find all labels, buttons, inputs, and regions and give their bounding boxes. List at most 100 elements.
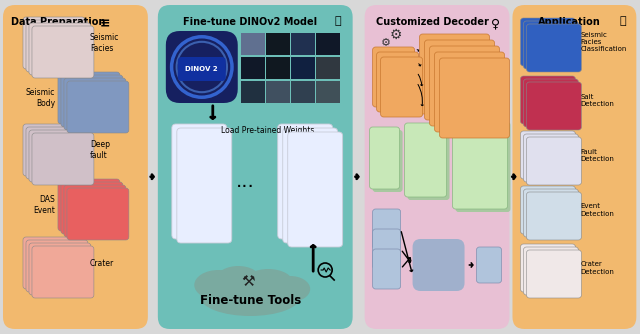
FancyBboxPatch shape xyxy=(527,192,581,240)
FancyBboxPatch shape xyxy=(527,82,581,130)
FancyBboxPatch shape xyxy=(524,189,579,237)
FancyBboxPatch shape xyxy=(440,58,509,138)
FancyBboxPatch shape xyxy=(527,24,581,72)
FancyBboxPatch shape xyxy=(370,127,399,189)
FancyBboxPatch shape xyxy=(408,126,449,200)
FancyBboxPatch shape xyxy=(372,130,403,192)
Text: Fine-tune DINOv2 Model: Fine-tune DINOv2 Model xyxy=(183,17,317,27)
Ellipse shape xyxy=(200,278,300,316)
Text: ...: ... xyxy=(236,172,254,191)
Text: Crater
Detection: Crater Detection xyxy=(580,262,614,275)
Bar xyxy=(316,81,340,103)
FancyBboxPatch shape xyxy=(520,186,575,234)
FancyBboxPatch shape xyxy=(435,52,504,132)
Text: 🌐: 🌐 xyxy=(619,16,626,26)
Text: Seismic
Body: Seismic Body xyxy=(26,88,55,108)
Ellipse shape xyxy=(243,269,293,297)
FancyBboxPatch shape xyxy=(64,185,126,237)
FancyBboxPatch shape xyxy=(32,246,94,298)
FancyBboxPatch shape xyxy=(372,47,415,107)
FancyBboxPatch shape xyxy=(524,247,579,295)
Bar xyxy=(291,57,315,79)
FancyBboxPatch shape xyxy=(278,124,333,239)
FancyBboxPatch shape xyxy=(26,240,88,292)
FancyBboxPatch shape xyxy=(520,18,575,66)
FancyBboxPatch shape xyxy=(527,137,581,185)
Bar xyxy=(266,33,290,55)
Text: ≡: ≡ xyxy=(100,17,110,30)
FancyBboxPatch shape xyxy=(158,5,353,329)
FancyBboxPatch shape xyxy=(64,78,126,130)
Text: Data Preparation: Data Preparation xyxy=(11,17,106,27)
Text: Fine-tune Tools: Fine-tune Tools xyxy=(200,295,301,308)
FancyBboxPatch shape xyxy=(524,79,579,127)
FancyBboxPatch shape xyxy=(513,5,636,329)
FancyBboxPatch shape xyxy=(58,179,120,231)
Bar xyxy=(291,81,315,103)
FancyBboxPatch shape xyxy=(172,124,227,239)
FancyBboxPatch shape xyxy=(381,57,422,117)
FancyBboxPatch shape xyxy=(29,130,91,182)
Text: ♀: ♀ xyxy=(491,17,500,30)
Text: Seismic
Facies: Seismic Facies xyxy=(90,33,119,53)
FancyBboxPatch shape xyxy=(413,239,465,291)
FancyBboxPatch shape xyxy=(524,134,579,182)
Ellipse shape xyxy=(270,276,310,302)
FancyBboxPatch shape xyxy=(477,247,502,283)
FancyBboxPatch shape xyxy=(26,20,88,72)
FancyBboxPatch shape xyxy=(372,249,401,289)
FancyBboxPatch shape xyxy=(23,124,85,176)
Text: Fault
Detection: Fault Detection xyxy=(580,149,614,162)
Text: Salt
Detection: Salt Detection xyxy=(580,94,614,107)
Text: DINOV 2: DINOV 2 xyxy=(186,66,218,72)
FancyBboxPatch shape xyxy=(178,57,226,81)
FancyBboxPatch shape xyxy=(404,123,447,197)
Text: Seismic
Facies
Classification: Seismic Facies Classification xyxy=(580,32,627,52)
FancyBboxPatch shape xyxy=(524,21,579,69)
Text: Load Pre-tained Weights: Load Pre-tained Weights xyxy=(221,126,314,135)
Bar xyxy=(241,57,265,79)
FancyBboxPatch shape xyxy=(365,5,509,329)
Text: ⚒: ⚒ xyxy=(241,274,255,289)
FancyBboxPatch shape xyxy=(32,133,94,185)
Text: Deep
fault: Deep fault xyxy=(90,140,110,160)
FancyBboxPatch shape xyxy=(520,131,575,179)
Text: 🧠: 🧠 xyxy=(334,16,341,26)
FancyBboxPatch shape xyxy=(23,17,85,69)
FancyBboxPatch shape xyxy=(23,237,85,289)
Bar xyxy=(241,33,265,55)
Bar xyxy=(316,33,340,55)
FancyBboxPatch shape xyxy=(288,132,342,247)
Text: Application: Application xyxy=(538,17,601,27)
FancyBboxPatch shape xyxy=(424,40,495,120)
FancyBboxPatch shape xyxy=(166,31,237,103)
FancyBboxPatch shape xyxy=(67,188,129,240)
FancyBboxPatch shape xyxy=(372,229,401,269)
FancyBboxPatch shape xyxy=(520,244,575,292)
FancyBboxPatch shape xyxy=(29,243,91,295)
Text: Customized Decoder: Customized Decoder xyxy=(376,17,488,27)
FancyBboxPatch shape xyxy=(3,5,148,329)
Bar xyxy=(316,57,340,79)
Text: Event
Detection: Event Detection xyxy=(580,203,614,216)
FancyBboxPatch shape xyxy=(32,26,94,78)
FancyBboxPatch shape xyxy=(61,75,123,127)
Bar xyxy=(291,33,315,55)
Text: ⚙: ⚙ xyxy=(389,28,402,42)
FancyBboxPatch shape xyxy=(527,250,581,298)
Bar xyxy=(266,57,290,79)
Ellipse shape xyxy=(216,266,260,292)
FancyBboxPatch shape xyxy=(26,127,88,179)
Text: DAS
Event: DAS Event xyxy=(33,195,55,215)
FancyBboxPatch shape xyxy=(420,34,490,114)
Text: Crater: Crater xyxy=(90,259,114,268)
FancyBboxPatch shape xyxy=(283,128,338,243)
FancyBboxPatch shape xyxy=(376,52,419,112)
FancyBboxPatch shape xyxy=(429,46,499,126)
FancyBboxPatch shape xyxy=(520,76,575,124)
FancyBboxPatch shape xyxy=(58,72,120,124)
FancyBboxPatch shape xyxy=(177,128,232,243)
FancyBboxPatch shape xyxy=(372,209,401,249)
FancyBboxPatch shape xyxy=(67,81,129,133)
Bar xyxy=(266,81,290,103)
